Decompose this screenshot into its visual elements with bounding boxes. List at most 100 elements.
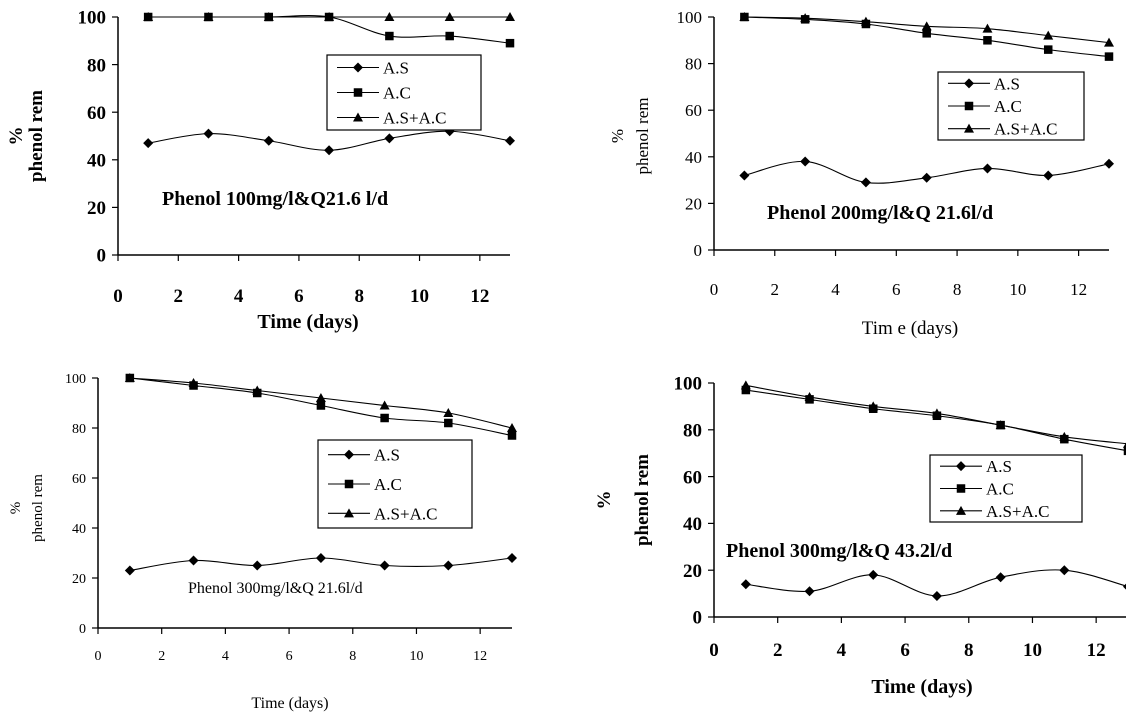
data-point-triangle xyxy=(263,12,274,21)
data-point-triangle xyxy=(982,23,993,33)
data-point-diamond xyxy=(263,135,274,146)
data-point-triangle xyxy=(868,401,879,411)
legend-label: A.S xyxy=(994,74,1020,93)
data-point-triangle xyxy=(444,12,455,21)
data-point-diamond xyxy=(739,170,750,181)
x-tick-label: 12 xyxy=(1087,640,1106,661)
y-tick-label: 80 xyxy=(87,55,106,76)
y-tick-label: 0 xyxy=(693,608,703,629)
x-tick-label: 2 xyxy=(158,649,165,664)
legend-label: A.S+A.C xyxy=(374,504,437,523)
y-axis-label-line2: phenol rem xyxy=(30,474,46,542)
y-axis-label-line1: % xyxy=(8,502,24,515)
y-tick-label: 20 xyxy=(683,561,702,582)
x-tick-label: 0 xyxy=(95,649,102,664)
data-point-diamond xyxy=(982,163,993,174)
x-tick-label: 10 xyxy=(409,649,423,664)
x-tick-label: 10 xyxy=(410,286,429,307)
data-point-triangle xyxy=(921,21,932,31)
y-axis-label-line2: phenol rem xyxy=(26,90,47,182)
x-tick-label: 6 xyxy=(892,280,901,299)
data-point-triangle xyxy=(384,12,395,21)
data-point-diamond xyxy=(1059,565,1070,576)
x-axis-label: Time (days) xyxy=(871,676,972,698)
data-point-diamond xyxy=(921,172,932,183)
x-axis-label: Time (days) xyxy=(251,695,328,712)
x-axis-label: Tim e (days) xyxy=(862,318,958,339)
data-point-diamond xyxy=(443,560,454,571)
x-tick-label: 0 xyxy=(113,286,123,307)
data-point-triangle xyxy=(800,13,811,23)
legend-label: A.S xyxy=(986,457,1012,476)
data-point-square xyxy=(380,413,389,423)
data-point-triangle xyxy=(1059,431,1070,441)
legend-label: A.S xyxy=(374,446,400,465)
legend-marker-triangle xyxy=(353,112,363,122)
y-tick-label: 20 xyxy=(685,194,702,213)
chart-title: Phenol 200mg/l&Q 21.6l/d xyxy=(767,202,993,224)
legend-label: A.S+A.C xyxy=(994,120,1057,139)
legend-marker-triangle xyxy=(964,123,974,133)
x-tick-label: 2 xyxy=(771,280,780,299)
y-tick-label: 100 xyxy=(677,8,703,27)
data-point-triangle xyxy=(252,385,263,395)
data-point-diamond xyxy=(384,133,395,144)
y-tick-label: 100 xyxy=(674,374,703,395)
data-point-diamond xyxy=(252,560,263,571)
legend-marker-diamond xyxy=(956,461,966,472)
legend-marker-square xyxy=(344,479,354,489)
y-tick-label: 100 xyxy=(78,8,107,29)
chart-panel-3: 0 20 40 60 80 100 0 2 4 6 8 10 12 Time (days)% phenol … xyxy=(8,372,517,712)
data-point-diamond xyxy=(505,135,515,146)
y-axis-label-line1: % xyxy=(594,491,615,510)
data-point-square xyxy=(1104,52,1114,61)
data-point-square xyxy=(316,401,326,410)
y-tick-label: 40 xyxy=(72,522,86,537)
data-point-triangle xyxy=(1104,37,1114,47)
data-point-square xyxy=(385,31,394,41)
x-tick-label: 0 xyxy=(709,640,719,661)
data-point-diamond xyxy=(188,555,199,566)
x-tick-label: 4 xyxy=(831,280,840,299)
y-tick-label: 60 xyxy=(87,103,106,124)
y-tick-label: 40 xyxy=(683,514,702,535)
y-tick-label: 80 xyxy=(683,420,702,441)
y-tick-label: 80 xyxy=(72,422,86,437)
x-tick-label: 4 xyxy=(222,649,229,664)
data-point-diamond xyxy=(1043,170,1054,181)
data-point-triangle xyxy=(507,423,517,432)
data-point-triangle xyxy=(324,12,335,21)
legend-label: A.C xyxy=(383,83,411,102)
legend-label: A.C xyxy=(374,475,402,494)
legend-marker-diamond xyxy=(353,62,363,73)
chart-title: Phenol 300mg/l&Q 43.2l/d xyxy=(726,540,952,562)
y-axis-label-line1: % xyxy=(608,129,627,143)
data-point-diamond xyxy=(143,138,154,149)
series-line-square xyxy=(745,389,1126,452)
y-axis-label-line1: % xyxy=(6,127,27,146)
y-tick-label: 20 xyxy=(87,198,106,219)
x-tick-label: 8 xyxy=(354,286,364,307)
data-point-triangle xyxy=(188,378,199,387)
legend-label: A.C xyxy=(986,479,1014,498)
data-point-square xyxy=(505,38,515,48)
data-point-triangle xyxy=(143,12,154,21)
data-point-diamond xyxy=(860,177,871,188)
x-tick-label: 12 xyxy=(470,286,489,307)
legend-marker-triangle xyxy=(956,505,966,515)
data-point-triangle xyxy=(315,393,326,402)
chart-panel-2: 0 20 40 60 80 100 0 2 4 6 8 10 12 Tim e (days)% phenol… xyxy=(608,8,1114,339)
legend-label: A.C xyxy=(994,97,1022,116)
data-point-triangle xyxy=(739,12,750,21)
data-point-triangle xyxy=(379,400,390,410)
data-point-triangle xyxy=(1043,30,1054,40)
data-point-triangle xyxy=(995,420,1006,430)
y-tick-label: 60 xyxy=(685,101,702,120)
legend-label: A.S+A.C xyxy=(986,502,1049,521)
chart-panel-1: 0 20 40 60 80 100 0 2 4 6 8 10 12 Time (days)% phenol … xyxy=(6,8,515,333)
y-tick-label: 40 xyxy=(685,148,702,167)
legend-label: A.S xyxy=(383,58,409,77)
x-tick-label: 0 xyxy=(710,280,719,299)
data-point-triangle xyxy=(860,16,871,26)
